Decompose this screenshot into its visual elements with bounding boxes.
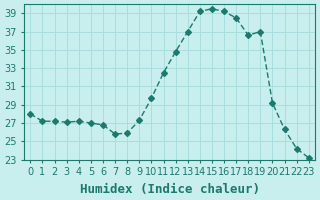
X-axis label: Humidex (Indice chaleur): Humidex (Indice chaleur) <box>80 183 260 196</box>
